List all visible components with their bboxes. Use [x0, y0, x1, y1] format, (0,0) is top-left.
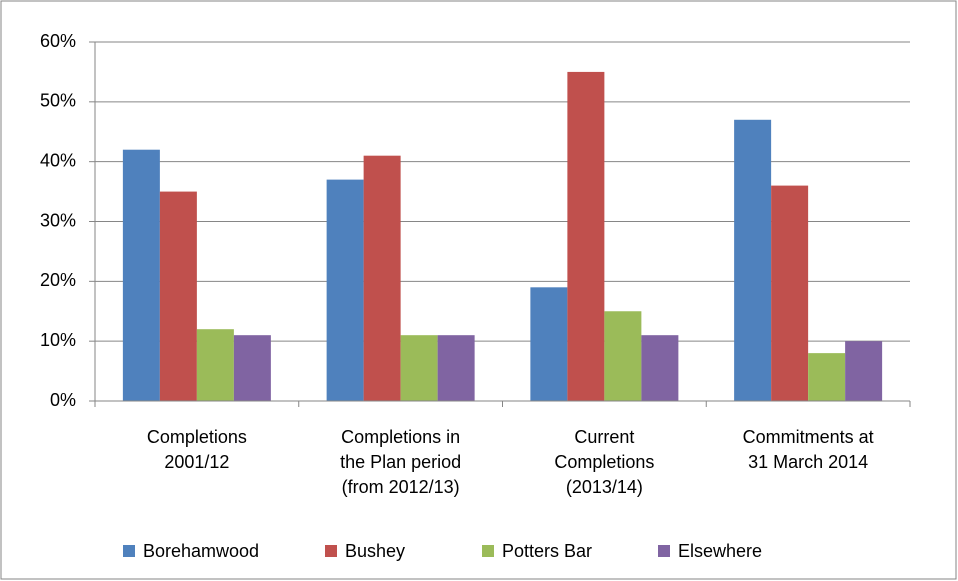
bar — [771, 185, 809, 401]
legend-label: Elsewhere — [678, 541, 762, 561]
bar — [567, 71, 605, 402]
bar — [326, 179, 364, 401]
legend-swatch — [123, 545, 135, 557]
bar — [363, 155, 401, 401]
bar — [604, 311, 642, 401]
bar — [437, 335, 475, 401]
x-tick-label: Completions 2001/12 — [146, 427, 247, 472]
y-tick-label: 40% — [40, 150, 76, 170]
y-tick-label: 30% — [40, 210, 76, 230]
y-tick-label: 60% — [40, 31, 76, 51]
bar — [122, 149, 160, 401]
bar — [159, 191, 197, 401]
bar — [845, 341, 883, 401]
bar — [233, 335, 271, 401]
bar — [734, 119, 772, 402]
y-tick-label: 20% — [40, 270, 76, 290]
legend-swatch — [325, 545, 337, 557]
legend-label: Potters Bar — [502, 541, 592, 561]
x-tick-label: Current Completions (2013/14) — [554, 427, 655, 497]
y-tick-label: 50% — [40, 91, 76, 111]
legend-swatch — [482, 545, 494, 557]
x-tick-label: Completions in the Plan period (from 201… — [340, 427, 462, 497]
legend-label: Borehamwood — [143, 541, 259, 561]
legend-swatch — [658, 545, 670, 557]
bar — [530, 287, 568, 401]
bar — [196, 329, 234, 401]
y-tick-label: 0% — [50, 390, 76, 410]
y-tick-label: 10% — [40, 330, 76, 350]
bar — [641, 335, 679, 401]
bar — [808, 353, 846, 401]
bar — [400, 335, 438, 401]
x-tick-label: Commitments at 31 March 2014 — [742, 427, 874, 472]
legend-label: Bushey — [345, 541, 405, 561]
